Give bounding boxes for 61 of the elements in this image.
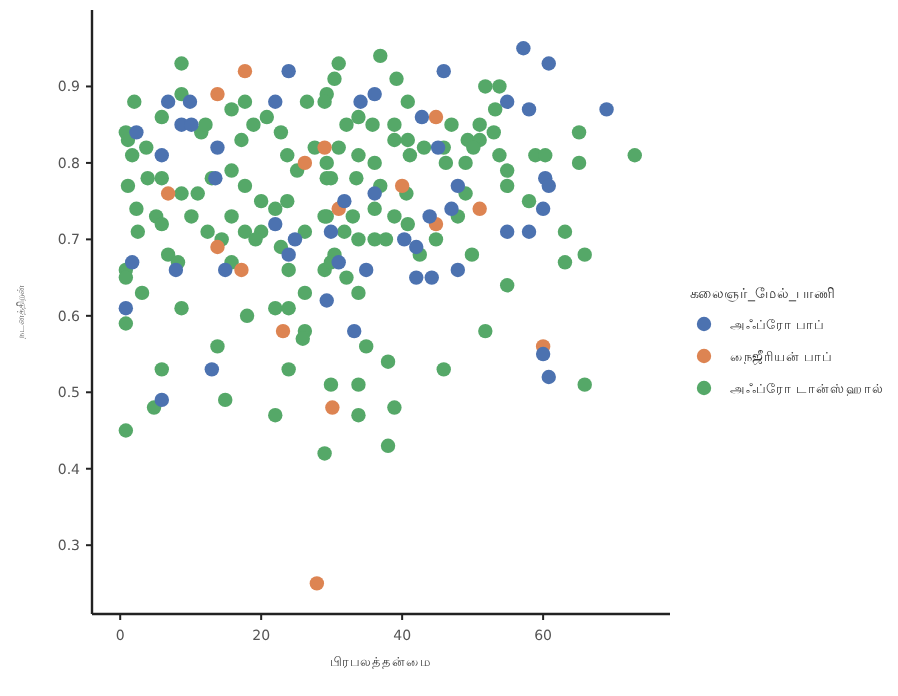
- point: [535, 346, 551, 362]
- point: [331, 255, 346, 270]
- point: [347, 323, 362, 339]
- point: [204, 362, 220, 377]
- point: [184, 117, 199, 132]
- point: [353, 94, 368, 109]
- point: [154, 148, 169, 163]
- point: [287, 232, 303, 247]
- point: [450, 178, 466, 194]
- point: [521, 102, 537, 117]
- point: [367, 186, 382, 201]
- point: [599, 102, 614, 117]
- point: [234, 262, 249, 278]
- point: [218, 262, 233, 278]
- point: [210, 140, 225, 155]
- point: [367, 86, 382, 102]
- point: [450, 262, 466, 278]
- point: [516, 41, 531, 56]
- point: [359, 262, 374, 278]
- point: [541, 369, 556, 385]
- point: [309, 576, 325, 591]
- point: [337, 193, 352, 209]
- point: [409, 270, 424, 285]
- point: [129, 125, 144, 140]
- point: [317, 140, 332, 155]
- point: [499, 94, 515, 109]
- point: [541, 56, 556, 71]
- point: [281, 63, 296, 79]
- point: [535, 201, 551, 216]
- point: [160, 94, 176, 109]
- point: [160, 186, 176, 201]
- point: [154, 392, 169, 408]
- point: [281, 247, 296, 262]
- point: [182, 94, 198, 109]
- point: [521, 224, 537, 239]
- point: [268, 94, 283, 109]
- point: [430, 140, 446, 155]
- point: [210, 86, 225, 102]
- point: [422, 209, 437, 224]
- point: [237, 63, 253, 79]
- point: [118, 300, 134, 316]
- point: [424, 270, 439, 285]
- point: [414, 109, 430, 125]
- point: [444, 201, 459, 216]
- point: [323, 224, 339, 239]
- point: [472, 201, 487, 216]
- point: [428, 109, 444, 125]
- point: [319, 293, 334, 308]
- point: [409, 239, 424, 255]
- point: [499, 224, 515, 239]
- point: [325, 400, 340, 415]
- point: [210, 239, 225, 255]
- point: [124, 255, 140, 270]
- point: [394, 178, 410, 194]
- point: [268, 216, 283, 232]
- point: [436, 63, 451, 79]
- point: [297, 155, 313, 171]
- point: [168, 262, 184, 278]
- point: [397, 232, 412, 247]
- point: [541, 178, 556, 194]
- point: [275, 323, 291, 339]
